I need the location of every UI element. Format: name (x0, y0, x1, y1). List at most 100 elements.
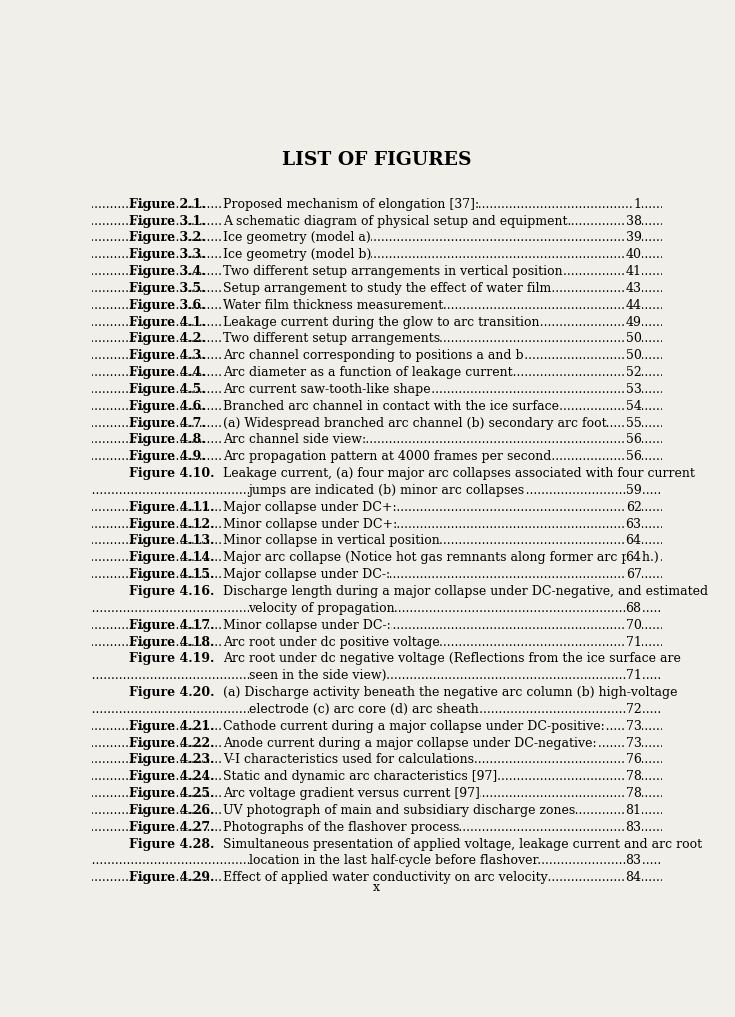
Text: Figure 4.18.: Figure 4.18. (129, 636, 215, 649)
Text: Simultaneous presentation of applied voltage, leakage current and arc root: Simultaneous presentation of applied vol… (223, 838, 702, 850)
Text: Major collapse under DC-:: Major collapse under DC-: (223, 569, 390, 581)
Text: Figure 4.26.: Figure 4.26. (129, 803, 215, 817)
Text: ................................................................................: ........................................… (0, 803, 735, 817)
Text: 54: 54 (625, 400, 642, 413)
Text: 52: 52 (625, 366, 642, 379)
Text: Proposed mechanism of elongation [37]:: Proposed mechanism of elongation [37]: (223, 197, 479, 211)
Text: ................................................................................: ........................................… (0, 417, 735, 429)
Text: 71: 71 (625, 636, 642, 649)
Text: ................................................................................: ........................................… (0, 636, 735, 649)
Text: Figure 4.13.: Figure 4.13. (129, 535, 215, 547)
Text: Figure 3.3.: Figure 3.3. (129, 248, 205, 261)
Text: Figure 4.16.: Figure 4.16. (129, 585, 215, 598)
Text: ................................................................................: ........................................… (0, 484, 735, 497)
Text: Arc root under dc positive voltage: Arc root under dc positive voltage (223, 636, 440, 649)
Text: Figure 3.4.: Figure 3.4. (129, 265, 206, 278)
Text: Figure 4.14.: Figure 4.14. (129, 551, 215, 564)
Text: ................................................................................: ........................................… (0, 282, 735, 295)
Text: location in the last half-cycle before flashover: location in the last half-cycle before f… (248, 854, 538, 868)
Text: Figure 4.9.: Figure 4.9. (129, 451, 206, 464)
Text: LIST OF FIGURES: LIST OF FIGURES (282, 151, 471, 169)
Text: ................................................................................: ........................................… (0, 854, 735, 868)
Text: Figure 4.24.: Figure 4.24. (129, 770, 215, 783)
Text: V-I characteristics used for calculations: V-I characteristics used for calculation… (223, 754, 474, 767)
Text: Figure 2.1.: Figure 2.1. (129, 197, 206, 211)
Text: Static and dynamic arc characteristics [97]: Static and dynamic arc characteristics [… (223, 770, 497, 783)
Text: Ice geometry (model b): Ice geometry (model b) (223, 248, 371, 261)
Text: 64: 64 (625, 535, 642, 547)
Text: ................................................................................: ........................................… (0, 383, 735, 396)
Text: Two different setup arrangements in vertical position: Two different setup arrangements in vert… (223, 265, 562, 278)
Text: Figure 4.15.: Figure 4.15. (129, 569, 215, 581)
Text: Figure 4.3.: Figure 4.3. (129, 349, 206, 362)
Text: Figure 4.2.: Figure 4.2. (129, 333, 206, 346)
Text: Arc diameter as a function of leakage current: Arc diameter as a function of leakage cu… (223, 366, 512, 379)
Text: Figure 4.28.: Figure 4.28. (129, 838, 215, 850)
Text: ................................................................................: ........................................… (0, 821, 735, 834)
Text: 70: 70 (625, 618, 642, 632)
Text: ................................................................................: ........................................… (0, 736, 735, 750)
Text: 78: 78 (625, 770, 642, 783)
Text: ................................................................................: ........................................… (0, 248, 735, 261)
Text: ................................................................................: ........................................… (0, 754, 735, 767)
Text: ................................................................................: ........................................… (0, 569, 735, 581)
Text: Figure 4.19.: Figure 4.19. (129, 652, 215, 665)
Text: (a) Discharge activity beneath the negative arc column (b) high-voltage: (a) Discharge activity beneath the negat… (223, 686, 678, 699)
Text: Effect of applied water conductivity on arc velocity: Effect of applied water conductivity on … (223, 872, 548, 884)
Text: Major collapse under DC+:: Major collapse under DC+: (223, 500, 396, 514)
Text: Photographs of the flashover process: Photographs of the flashover process (223, 821, 459, 834)
Text: Water film thickness measurement: Water film thickness measurement (223, 299, 443, 312)
Text: Figure 3.5.: Figure 3.5. (129, 282, 205, 295)
Text: Figure 4.20.: Figure 4.20. (129, 686, 215, 699)
Text: Figure 3.6.: Figure 3.6. (129, 299, 205, 312)
Text: Setup arrangement to study the effect of water film: Setup arrangement to study the effect of… (223, 282, 551, 295)
Text: ................................................................................: ........................................… (0, 770, 735, 783)
Text: Anode current during a major collapse under DC-negative:: Anode current during a major collapse un… (223, 736, 597, 750)
Text: ................................................................................: ........................................… (0, 299, 735, 312)
Text: Arc voltage gradient versus current [97]: Arc voltage gradient versus current [97] (223, 787, 480, 800)
Text: Figure 4.17.: Figure 4.17. (129, 618, 215, 632)
Text: ................................................................................: ........................................… (0, 535, 735, 547)
Text: Figure 3.1.: Figure 3.1. (129, 215, 206, 228)
Text: ................................................................................: ........................................… (0, 433, 735, 446)
Text: Figure 4.29.: Figure 4.29. (129, 872, 215, 884)
Text: 49: 49 (625, 315, 642, 328)
Text: ................................................................................: ........................................… (0, 787, 735, 800)
Text: 59: 59 (625, 484, 642, 497)
Text: ................................................................................: ........................................… (0, 518, 735, 531)
Text: ................................................................................: ........................................… (0, 366, 735, 379)
Text: Figure 4.4.: Figure 4.4. (129, 366, 206, 379)
Text: Figure 3.2.: Figure 3.2. (129, 232, 206, 244)
Text: ................................................................................: ........................................… (0, 703, 735, 716)
Text: Leakage current, (a) four major arc collapses associated with four current: Leakage current, (a) four major arc coll… (223, 467, 695, 480)
Text: Minor collapse under DC+:: Minor collapse under DC+: (223, 518, 397, 531)
Text: 1: 1 (634, 197, 642, 211)
Text: UV photograph of main and subsidiary discharge zones: UV photograph of main and subsidiary dis… (223, 803, 576, 817)
Text: 39: 39 (625, 232, 642, 244)
Text: ................................................................................: ........................................… (0, 551, 735, 564)
Text: ................................................................................: ........................................… (0, 618, 735, 632)
Text: ................................................................................: ........................................… (0, 265, 735, 278)
Text: Leakage current during the glow to arc transition: Leakage current during the glow to arc t… (223, 315, 539, 328)
Text: Figure 4.23.: Figure 4.23. (129, 754, 215, 767)
Text: ................................................................................: ........................................… (0, 232, 735, 244)
Text: ................................................................................: ........................................… (0, 349, 735, 362)
Text: Minor collapse under DC-:: Minor collapse under DC-: (223, 618, 390, 632)
Text: (a) Widespread branched arc channel (b) secondary arc foot: (a) Widespread branched arc channel (b) … (223, 417, 606, 429)
Text: ................................................................................: ........................................… (0, 197, 735, 211)
Text: Figure 4.12.: Figure 4.12. (129, 518, 215, 531)
Text: ................................................................................: ........................................… (0, 315, 735, 328)
Text: 50: 50 (625, 333, 642, 346)
Text: Major arc collapse (Notice hot gas remnants along former arc path.): Major arc collapse (Notice hot gas remna… (223, 551, 659, 564)
Text: Two different setup arrangements: Two different setup arrangements (223, 333, 440, 346)
Text: Branched arc channel in contact with the ice surface: Branched arc channel in contact with the… (223, 400, 559, 413)
Text: 84: 84 (625, 872, 642, 884)
Text: Arc channel side view:: Arc channel side view: (223, 433, 366, 446)
Text: Cathode current during a major collapse under DC-positive:: Cathode current during a major collapse … (223, 720, 605, 732)
Text: jumps are indicated (b) minor arc collapses: jumps are indicated (b) minor arc collap… (248, 484, 525, 497)
Text: Arc root under dc negative voltage (Reflections from the ice surface are: Arc root under dc negative voltage (Refl… (223, 652, 681, 665)
Text: electrode (c) arc core (d) arc sheath: electrode (c) arc core (d) arc sheath (248, 703, 478, 716)
Text: ................................................................................: ........................................… (0, 720, 735, 732)
Text: Figure 4.1.: Figure 4.1. (129, 315, 206, 328)
Text: 81: 81 (625, 803, 642, 817)
